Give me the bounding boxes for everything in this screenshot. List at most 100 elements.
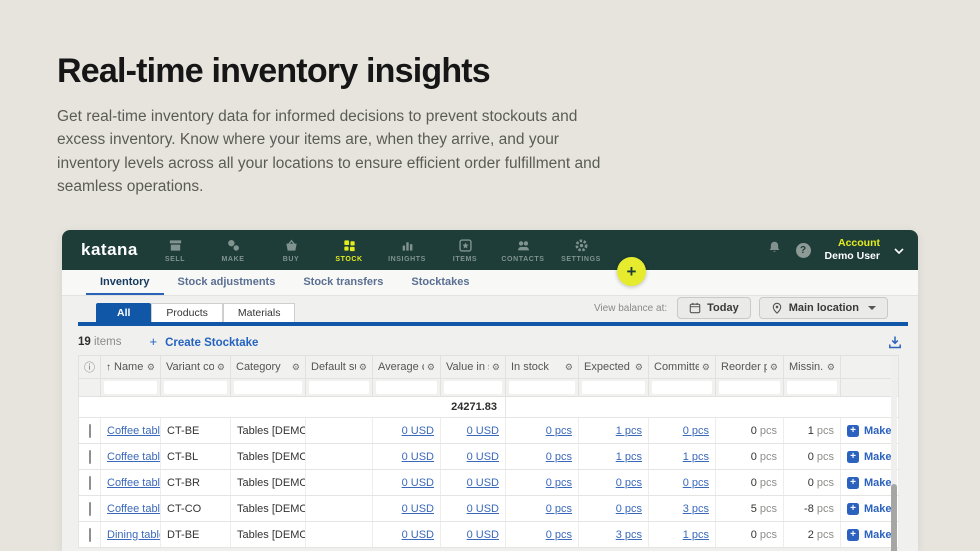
- make-button[interactable]: + Make: [847, 450, 892, 463]
- filter-input-committed[interactable]: [652, 381, 712, 394]
- item-name-link[interactable]: Dining table [D: [107, 528, 160, 541]
- committed-link[interactable]: 0 pcs: [682, 476, 709, 489]
- row-checkbox[interactable]: [88, 449, 91, 464]
- filter-input-variant-code[interactable]: [164, 381, 227, 394]
- column-settings-icon[interactable]: ⚙: [216, 361, 225, 372]
- row-checkbox[interactable]: [88, 527, 91, 542]
- item-name-link[interactable]: Coffee table [D: [107, 502, 161, 515]
- value-in-stock-link[interactable]: 0 USD: [466, 502, 499, 515]
- in-stock-link[interactable]: 0 pcs: [545, 528, 572, 541]
- item-name-link[interactable]: Coffee table [D: [107, 476, 161, 489]
- column-settings-icon[interactable]: ⚙: [491, 361, 500, 372]
- global-add-button[interactable]: +: [617, 257, 646, 286]
- row-checkbox[interactable]: [88, 423, 91, 438]
- make-button[interactable]: + Make: [847, 502, 892, 515]
- column-settings-icon[interactable]: ⚙: [634, 361, 643, 372]
- chevron-down-icon[interactable]: [894, 241, 904, 259]
- help-icon[interactable]: ?: [795, 242, 811, 258]
- info-icon[interactable]: ⓘ: [84, 362, 95, 374]
- filter-input-value-in-stock[interactable]: [444, 381, 502, 394]
- filter-input-default-supplier[interactable]: [309, 381, 369, 394]
- column-header-expected[interactable]: Expected ⚙: [578, 355, 649, 379]
- column-settings-icon[interactable]: ⚙: [769, 361, 778, 372]
- tab-stocktakes[interactable]: Stocktakes: [411, 275, 470, 288]
- committed-link[interactable]: 3 pcs: [682, 502, 709, 515]
- filter-input-missing[interactable]: [787, 381, 837, 394]
- nav-item-insights[interactable]: INSIGHTS: [378, 230, 436, 270]
- row-checkbox[interactable]: [88, 501, 91, 516]
- segment-products[interactable]: Products: [151, 303, 223, 322]
- value-in-stock-link[interactable]: 0 USD: [466, 476, 499, 489]
- value-in-stock-link[interactable]: 0 USD: [466, 528, 499, 541]
- column-header-reorder-point[interactable]: Reorder point⚙: [715, 355, 784, 379]
- in-stock-link[interactable]: 0 pcs: [545, 502, 572, 515]
- notifications-bell-icon[interactable]: [767, 240, 782, 260]
- expected-link[interactable]: 0 pcs: [615, 476, 642, 489]
- filter-input-expected[interactable]: [582, 381, 645, 394]
- in-stock-link[interactable]: 0 pcs: [545, 450, 572, 463]
- column-header-missing[interactable]: Missin...⚙: [783, 355, 841, 379]
- column-header-name[interactable]: ↑ Name ⚙: [100, 355, 161, 379]
- tab-stock-adjustments[interactable]: Stock adjustments: [177, 275, 276, 288]
- nav-item-settings[interactable]: SETTINGS: [552, 230, 610, 270]
- column-header-in-stock[interactable]: In stock ⚙: [505, 355, 579, 379]
- column-header-committed[interactable]: Committed⚙: [648, 355, 716, 379]
- column-header-value-in-stock[interactable]: Value in sto...⚙: [440, 355, 506, 379]
- column-header-default-supplier[interactable]: Default supp...⚙: [305, 355, 373, 379]
- item-name-link[interactable]: Coffee table [D: [107, 424, 161, 437]
- expected-link[interactable]: 1 pcs: [615, 424, 642, 437]
- segment-materials[interactable]: Materials: [222, 303, 296, 322]
- average-cost-link[interactable]: 0 USD: [401, 528, 434, 541]
- filter-input-in-stock[interactable]: [509, 381, 575, 394]
- create-stocktake-button[interactable]: + Create Stocktake: [149, 334, 258, 349]
- make-button[interactable]: + Make: [847, 476, 892, 489]
- average-cost-link[interactable]: 0 USD: [401, 450, 434, 463]
- column-settings-icon[interactable]: ⚙: [826, 361, 835, 372]
- tab-stock-transfers[interactable]: Stock transfers: [303, 275, 384, 288]
- value-in-stock-link[interactable]: 0 USD: [466, 450, 499, 463]
- nav-item-contacts[interactable]: CONTACTS: [494, 230, 552, 270]
- average-cost-link[interactable]: 0 USD: [401, 476, 434, 489]
- segment-all[interactable]: All: [96, 303, 152, 322]
- account-menu[interactable]: Account Demo User: [825, 237, 880, 263]
- committed-link[interactable]: 1 pcs: [682, 450, 709, 463]
- export-download-button[interactable]: [888, 335, 902, 349]
- column-settings-icon[interactable]: ⚙: [426, 361, 435, 372]
- column-settings-icon[interactable]: ⚙: [701, 361, 710, 372]
- today-button[interactable]: Today: [677, 297, 751, 319]
- filter-input-category[interactable]: [234, 381, 302, 394]
- average-cost-link[interactable]: 0 USD: [401, 502, 434, 515]
- expected-link[interactable]: 0 pcs: [615, 502, 642, 515]
- scrollbar-thumb[interactable]: [891, 484, 897, 551]
- nav-item-buy[interactable]: BUY: [262, 230, 320, 270]
- column-header-variant-code[interactable]: Variant cod...⚙: [160, 355, 231, 379]
- filter-input-reorder-point[interactable]: [719, 381, 780, 394]
- column-header-category[interactable]: Category ⚙: [230, 355, 306, 379]
- column-settings-icon[interactable]: ⚙: [564, 361, 573, 372]
- location-selector[interactable]: Main location: [758, 297, 888, 319]
- column-settings-icon[interactable]: ⚙: [146, 361, 155, 372]
- committed-link[interactable]: 1 pcs: [682, 528, 709, 541]
- in-stock-link[interactable]: 0 pcs: [545, 424, 572, 437]
- tab-inventory[interactable]: Inventory: [86, 270, 164, 295]
- column-settings-icon[interactable]: ⚙: [291, 361, 300, 372]
- nav-item-stock[interactable]: STOCK: [320, 230, 378, 270]
- reorder-point-cell: 0 pcs: [715, 417, 784, 444]
- nav-item-make[interactable]: MAKE: [204, 230, 262, 270]
- expected-link[interactable]: 3 pcs: [615, 528, 642, 541]
- in-stock-link[interactable]: 0 pcs: [545, 476, 572, 489]
- average-cost-link[interactable]: 0 USD: [401, 424, 434, 437]
- expected-link[interactable]: 1 pcs: [615, 450, 642, 463]
- nav-item-items[interactable]: ITEMS: [436, 230, 494, 270]
- make-button[interactable]: + Make: [847, 528, 892, 541]
- filter-input-average-cost[interactable]: [376, 381, 437, 394]
- item-name-link[interactable]: Coffee table [D: [107, 450, 161, 463]
- column-settings-icon[interactable]: ⚙: [358, 361, 367, 372]
- value-in-stock-link[interactable]: 0 USD: [466, 424, 499, 437]
- committed-link[interactable]: 0 pcs: [682, 424, 709, 437]
- column-header-average-cost[interactable]: Average cost⚙: [372, 355, 441, 379]
- nav-item-sell[interactable]: SELL: [146, 230, 204, 270]
- filter-input-name[interactable]: [104, 381, 157, 394]
- make-button[interactable]: + Make: [847, 424, 892, 437]
- row-checkbox[interactable]: [88, 475, 91, 490]
